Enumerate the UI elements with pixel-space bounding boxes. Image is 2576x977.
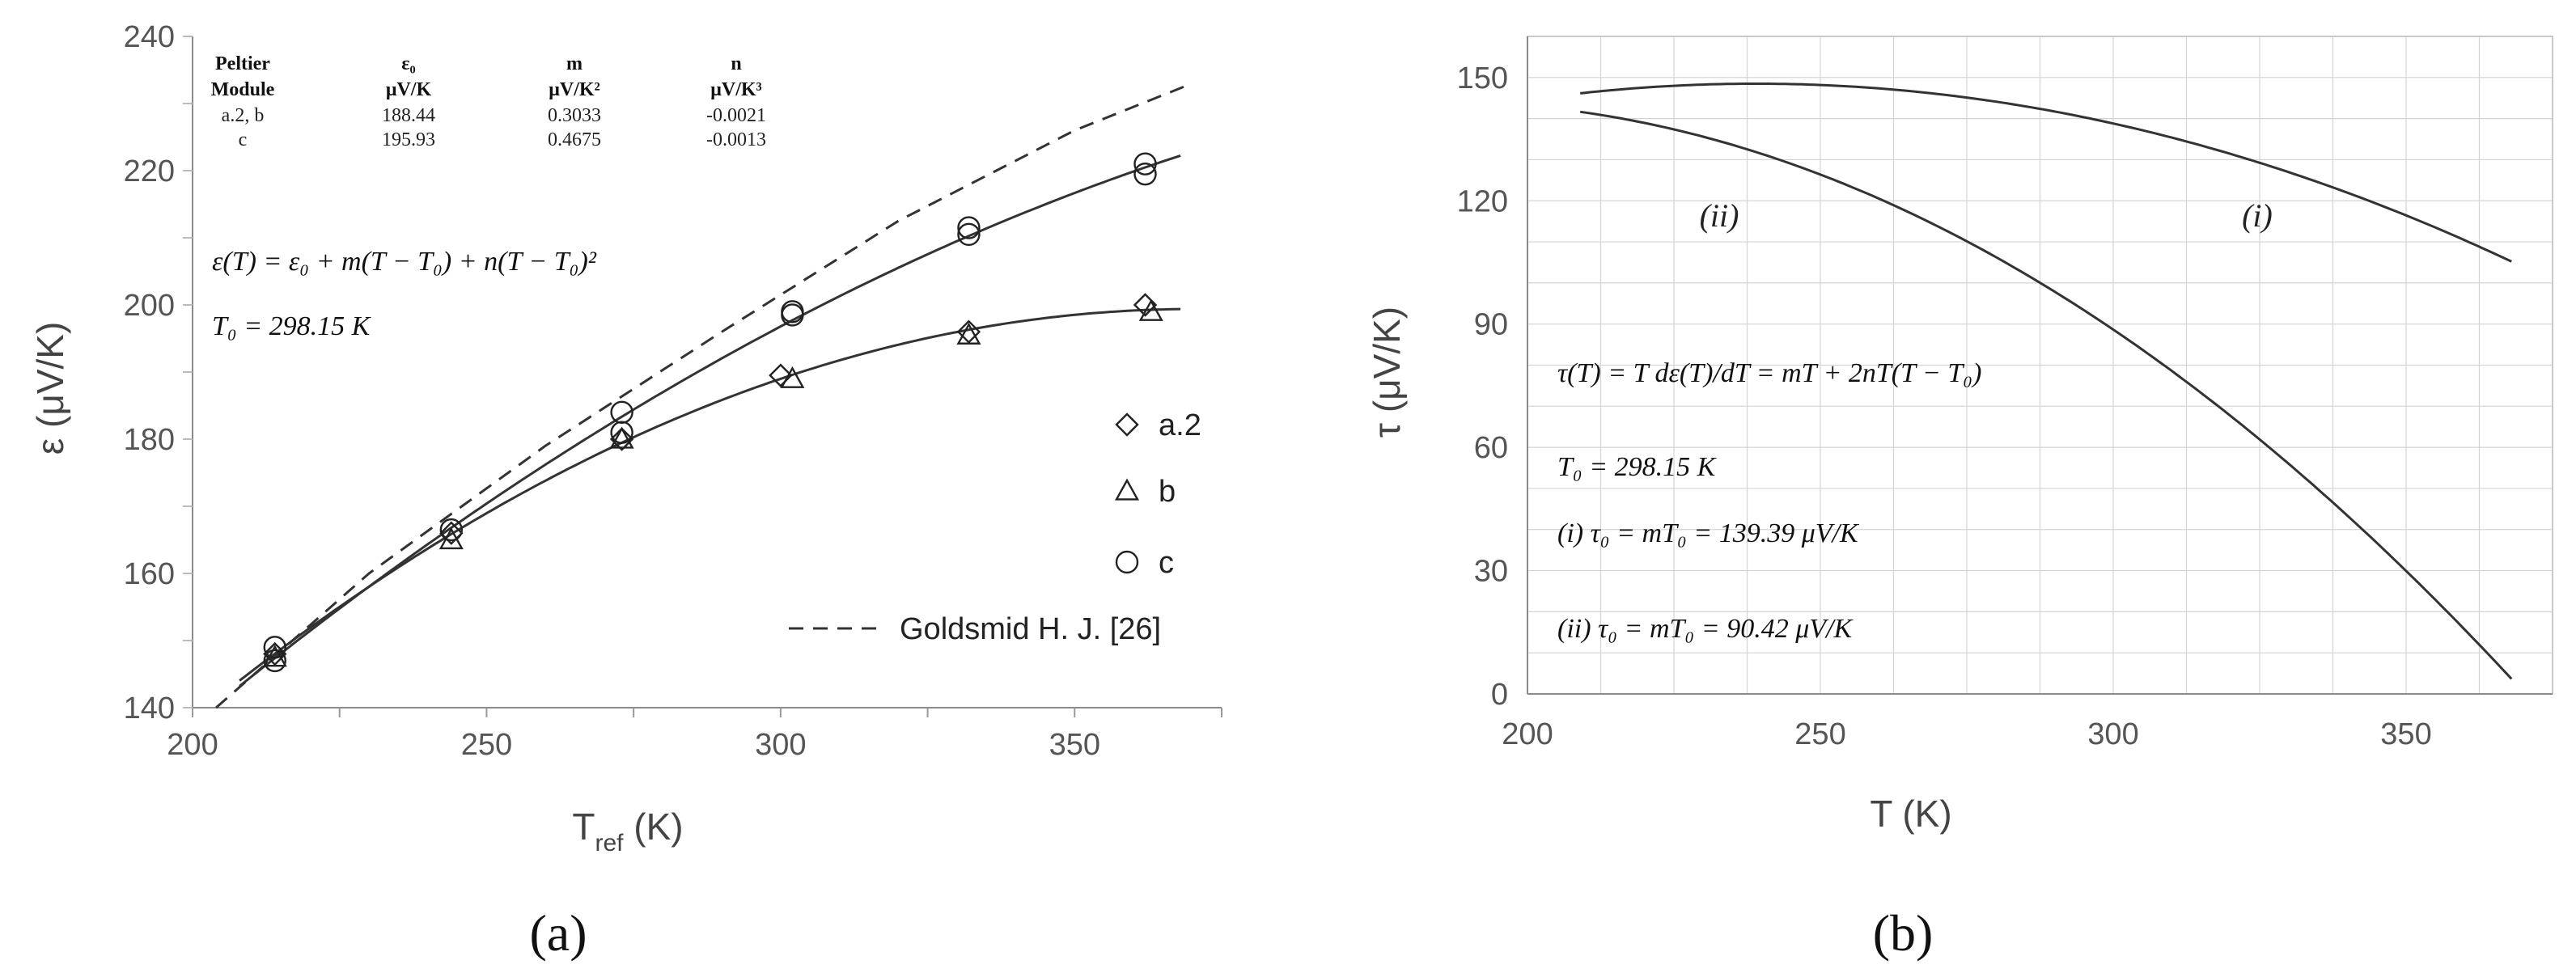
marker-diamond — [263, 641, 287, 666]
marker-triangle — [956, 322, 981, 345]
panel-a-markers — [262, 152, 1163, 673]
y-tick-label: 140 — [124, 692, 175, 725]
x-label-unit: (K) — [624, 806, 684, 848]
marker-circle — [1115, 550, 1139, 574]
y-tick-label: 120 — [1457, 184, 1508, 218]
panel-b-curves — [1579, 82, 2513, 680]
tau-curve — [1580, 82, 2512, 263]
panel-b-ticks: 200 250 300 350 0 30 60 90 120 150 — [1457, 61, 2432, 751]
marker-triangle — [609, 426, 634, 449]
panel-a-x-label: Tref (K) — [572, 806, 683, 856]
panel-a-curves — [215, 82, 1193, 709]
y-tick-label: 200 — [124, 289, 175, 323]
table-cell-0-0: a.2, b — [222, 105, 265, 126]
legend-markers — [1114, 412, 1140, 574]
x-label-main: T — [572, 806, 595, 848]
y-tick-label: 30 — [1474, 555, 1508, 589]
y-tick-label: 220 — [124, 154, 175, 188]
coefficient-table: Peltier Module ε₀ μV/K m μV/K² n μV/K³ a… — [211, 53, 766, 150]
marker-diamond — [439, 521, 464, 545]
marker-triangle — [1114, 478, 1140, 501]
legend-label-goldsmid: Goldsmid H. J. [26] — [900, 612, 1161, 646]
table-header-1-1: μV/K — [386, 79, 432, 100]
legend-label-a2: a.2 — [1159, 408, 1201, 442]
marker-circle — [610, 421, 633, 444]
legend-label-b: b — [1159, 475, 1176, 509]
marker-triangle — [1138, 298, 1163, 321]
marker-circle — [1133, 162, 1157, 186]
marker-circle — [957, 216, 981, 239]
fit-curve — [239, 154, 1181, 687]
marker-diamond — [769, 363, 793, 387]
y-tick-label: 160 — [124, 557, 175, 591]
legend-label-c: c — [1159, 546, 1174, 580]
y-tick-label: 90 — [1474, 308, 1508, 342]
table-header-3-0: n — [731, 53, 741, 74]
panel-a-axes — [183, 36, 1222, 717]
panel-a-chart: 200 250 300 350 140 160 180 200 220 240 Peltier M… — [29, 20, 1222, 962]
marker-circle — [1133, 152, 1157, 176]
curve-label-ii: (ii) — [1700, 197, 1739, 234]
table-cell-0-2: 0.3033 — [548, 105, 601, 126]
table-cell-1-0: c — [239, 129, 248, 150]
panel-a-y-label: ε (μV/K) — [29, 322, 71, 455]
panel-b-label: (b) — [1873, 904, 1934, 962]
table-cell-0-1: 188.44 — [382, 105, 435, 126]
panel-a-legend: a.2 b c Goldsmid H. J. [26] — [789, 408, 1201, 646]
x-tick-label: 250 — [461, 728, 512, 762]
table-header-2-1: μV/K² — [549, 79, 600, 100]
fit-curve — [239, 307, 1181, 682]
marker-diamond — [1115, 412, 1139, 437]
x-tick-label: 300 — [2087, 717, 2138, 751]
marker-diamond — [956, 319, 981, 344]
panel-a-equation: ε(T) = ε₀ + m(T − T₀) + n(T − T₀)² — [212, 247, 597, 277]
panel-b-tau0-ii: (ii) τ₀ = mT₀ = 90.42 μV/K — [1557, 614, 1854, 644]
panel-a-label: (a) — [529, 904, 587, 962]
panel-b-equation: τ(T) = T dε(T)/dT = mT + 2nT(T − T₀) — [1557, 358, 1981, 388]
x-tick-label: 300 — [755, 728, 806, 762]
x-tick-label: 200 — [1502, 717, 1553, 751]
table-cell-1-1: 195.93 — [382, 129, 435, 150]
tau-curve — [1579, 110, 2513, 680]
table-header-1-0: ε₀ — [401, 53, 415, 74]
marker-circle — [263, 636, 286, 659]
table-header-0-1: Module — [211, 79, 275, 100]
table-cell-1-3: -0.0013 — [706, 129, 766, 150]
x-tick-label: 200 — [167, 728, 218, 762]
marker-diamond — [609, 427, 634, 451]
y-tick-label: 150 — [1457, 61, 1508, 95]
panel-a-t0: T₀ = 298.15 K — [212, 311, 372, 341]
x-tick-label: 350 — [2380, 717, 2431, 751]
marker-circle — [781, 303, 804, 327]
panel-b-grid — [1527, 36, 2553, 695]
goldsmid-dashed-line — [215, 82, 1193, 709]
marker-circle — [263, 649, 286, 673]
panel-b-x-label: T (K) — [1870, 793, 1951, 835]
y-tick-label: 180 — [124, 423, 175, 457]
table-cell-1-2: 0.4675 — [548, 129, 601, 150]
x-label-sub: ref — [595, 830, 624, 856]
panel-a-ticks: 200 250 300 350 140 160 180 200 220 240 — [124, 20, 1100, 762]
marker-circle — [439, 518, 464, 542]
y-tick-label: 240 — [124, 20, 175, 54]
panel-b-chart: 200 250 300 350 0 30 60 90 120 150 (ii) (i) τ(T) … — [1366, 36, 2553, 962]
marker-triangle — [780, 366, 805, 388]
panel-b-y-label: τ (μV/K) — [1366, 307, 1408, 438]
panel-b-t0: T₀ = 298.15 K — [1557, 452, 1718, 482]
curve-label-i: (i) — [2242, 197, 2273, 234]
table-header-3-1: μV/K³ — [710, 79, 761, 100]
x-tick-label: 350 — [1049, 728, 1100, 762]
x-tick-label: 250 — [1794, 717, 1845, 751]
y-tick-label: 0 — [1491, 678, 1508, 712]
y-tick-label: 60 — [1474, 431, 1508, 465]
marker-circle — [957, 222, 981, 247]
table-cell-0-3: -0.0021 — [706, 105, 766, 126]
panel-b-tau0-i: (i) τ₀ = mT₀ = 139.39 μV/K — [1557, 518, 1860, 548]
table-header-0-0: Peltier — [215, 53, 270, 74]
table-header-2-0: m — [566, 53, 583, 74]
